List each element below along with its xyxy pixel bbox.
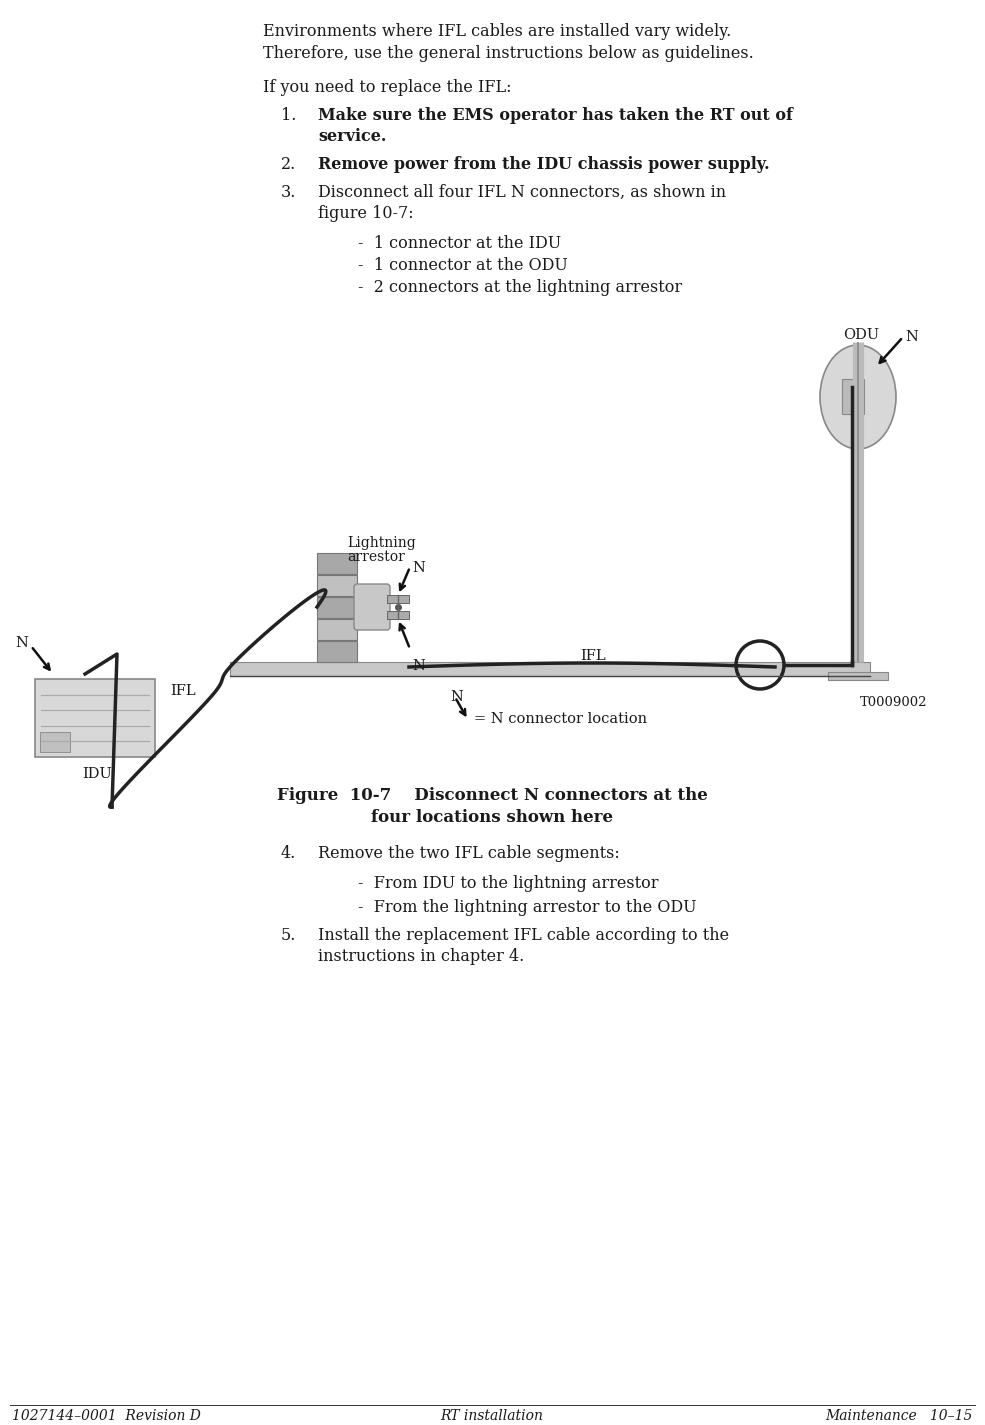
Text: T0009002: T0009002 [860,695,928,710]
Text: -  2 connectors at the lightning arrestor: - 2 connectors at the lightning arrestor [358,279,683,296]
Text: service.: service. [318,128,386,145]
Bar [317,618,357,640]
Bar [317,641,357,663]
Text: 4.: 4. [281,845,296,862]
Text: Remove power from the IDU chassis power supply.: Remove power from the IDU chassis power … [318,155,769,172]
Text: = N connector location: = N connector location [474,712,647,725]
Bar [387,596,409,603]
Bar [35,678,155,757]
Text: figure 10-7:: figure 10-7: [318,205,414,222]
Bar [317,597,357,618]
Text: Make sure the EMS operator has taken the RT out of: Make sure the EMS operator has taken the… [318,107,793,124]
Text: arrestor: arrestor [347,550,405,564]
Text: N: N [15,636,28,650]
Bar [40,732,70,752]
Text: 1.: 1. [281,107,296,124]
Text: 1027144–0001  Revision D: 1027144–0001 Revision D [12,1409,201,1424]
Text: N: N [412,561,425,576]
Text: -  From IDU to the lightning arrestor: - From IDU to the lightning arrestor [358,875,659,892]
Text: RT installation: RT installation [440,1409,544,1424]
Text: ODU: ODU [843,328,880,342]
Text: N: N [905,331,918,343]
Text: Therefore, use the general instructions below as guidelines.: Therefore, use the general instructions … [263,46,754,63]
Bar [317,576,357,596]
Text: Environments where IFL cables are installed vary widely.: Environments where IFL cables are instal… [263,23,731,40]
Text: instructions in chapter 4.: instructions in chapter 4. [318,948,524,965]
Text: N: N [412,658,425,673]
Bar [842,379,864,415]
Text: Maintenance   10–15: Maintenance 10–15 [825,1409,973,1424]
Text: 3.: 3. [281,184,296,201]
Text: -  1 connector at the ODU: - 1 connector at the ODU [358,256,568,274]
Bar [317,553,357,574]
Text: Figure  10-7    Disconnect N connectors at the: Figure 10-7 Disconnect N connectors at t… [277,787,707,804]
FancyBboxPatch shape [354,584,390,630]
Text: 5.: 5. [281,928,296,943]
Text: Install the replacement IFL cable according to the: Install the replacement IFL cable accord… [318,928,729,943]
Bar [230,663,870,675]
Text: N: N [450,690,463,704]
Bar [387,611,409,618]
Text: If you need to replace the IFL:: If you need to replace the IFL: [263,78,511,95]
Text: -  From the lightning arrestor to the ODU: - From the lightning arrestor to the ODU [358,899,696,916]
Text: four locations shown here: four locations shown here [371,809,613,826]
Text: Remove the two IFL cable segments:: Remove the two IFL cable segments: [318,845,620,862]
Ellipse shape [820,345,896,449]
Text: Disconnect all four IFL N connectors, as shown in: Disconnect all four IFL N connectors, as… [318,184,726,201]
Bar [828,673,888,680]
Text: IDU: IDU [82,767,111,781]
Text: -  1 connector at the IDU: - 1 connector at the IDU [358,235,561,252]
Text: IFL: IFL [170,684,196,698]
Text: 2.: 2. [281,155,296,172]
Text: IFL: IFL [580,648,606,663]
Text: Lightning: Lightning [347,536,416,550]
